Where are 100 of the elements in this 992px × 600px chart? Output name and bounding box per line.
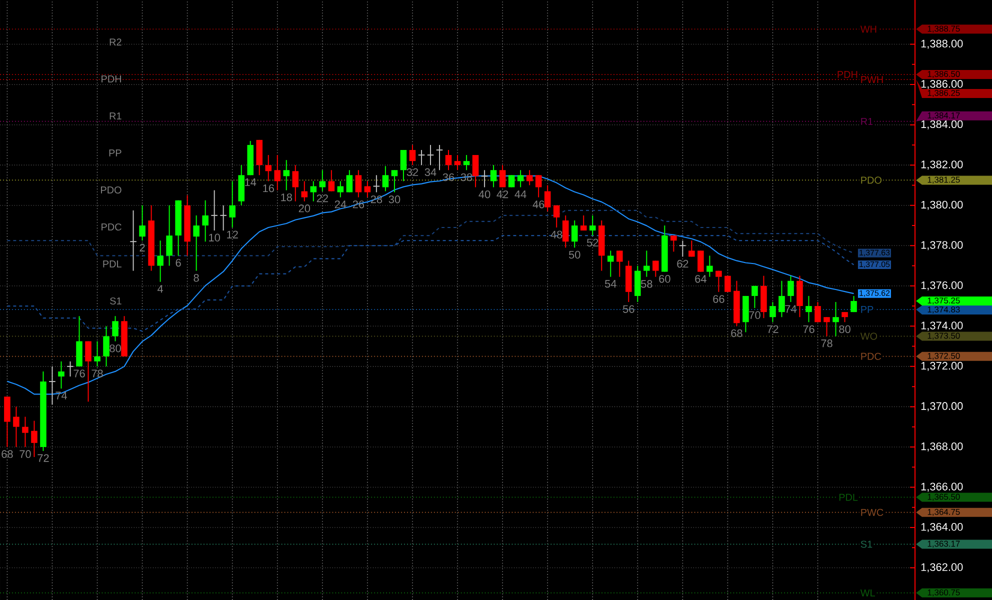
- text: WO: [860, 332, 878, 340]
- ref-line-label: 1,386.25: [928, 90, 960, 97]
- ref-line-label: 1,373.50: [928, 332, 960, 340]
- x-tick-label: 52: [586, 238, 598, 247]
- x-tick-label: 78: [821, 339, 832, 348]
- candlestick: [454, 154, 461, 171]
- candlestick: [480, 170, 488, 188]
- x-tick-label: 68: [731, 329, 742, 338]
- y-tick-label: 1,366.00: [921, 482, 963, 492]
- text: PDO: [861, 176, 882, 184]
- candlestick: [418, 149, 426, 166]
- candlestick: [806, 295, 812, 323]
- candlestick: [391, 170, 398, 193]
- candlestick: [643, 250, 650, 278]
- candlestick: [274, 154, 281, 191]
- candlestick: [22, 416, 28, 448]
- ref-line-label: 1,374.83: [928, 306, 960, 314]
- candlestick: [716, 270, 722, 292]
- candlestick: [346, 170, 353, 193]
- x-tick-label: 80: [839, 325, 850, 334]
- x-tick-label: 32: [406, 168, 418, 176]
- ref-line-label: 1,384.17: [928, 112, 960, 120]
- y-tick-label: 1,362.00: [921, 563, 963, 572]
- x-tick-label: 80: [110, 344, 121, 352]
- y-tick-label: 1,374.00: [921, 322, 963, 331]
- text: PP: [861, 306, 874, 313]
- candlestick: [553, 204, 560, 228]
- candlestick: [66, 360, 74, 377]
- annotation: S1: [110, 297, 122, 305]
- ref-line-label: 1,381.25: [928, 176, 960, 184]
- x-tick-label: 10: [209, 234, 220, 242]
- candlestick: [337, 180, 344, 198]
- candlestick: [372, 174, 380, 193]
- text: R1: [861, 118, 873, 125]
- candlestick: [571, 220, 578, 248]
- candlestick: [400, 149, 407, 182]
- x-tick-label: 76: [803, 325, 814, 334]
- candlestick: [13, 406, 20, 448]
- annotation: PDH: [102, 76, 121, 82]
- y-tick-label: 1,376.00: [921, 281, 963, 290]
- ref-line-label: 1,365.50: [928, 494, 960, 501]
- candlestick: [301, 180, 308, 202]
- ref-line-label: 1,360.75: [928, 589, 960, 596]
- candlestick: [526, 170, 533, 186]
- x-tick-label: 8: [194, 274, 199, 282]
- x-tick-label: 70: [20, 450, 31, 458]
- annotation: PDL: [839, 494, 858, 501]
- candlestick: [202, 200, 208, 242]
- candlestick: [562, 214, 569, 248]
- candlestick: [607, 250, 614, 278]
- x-tick-label: 46: [532, 200, 544, 208]
- x-tick-label: 24: [334, 200, 346, 208]
- x-tick-label: 70: [749, 311, 760, 319]
- candlestick: [490, 164, 497, 188]
- candlestick: [463, 154, 470, 171]
- x-tick-label: 74: [785, 305, 796, 313]
- text: 1,375.25: [928, 298, 960, 304]
- y-tick-label: 1,364.00: [921, 522, 963, 532]
- candlestick: [265, 154, 272, 182]
- text: S1: [860, 540, 872, 548]
- candlestick: [499, 164, 506, 188]
- x-tick-label: 60: [659, 275, 670, 283]
- candlestick: [409, 144, 416, 166]
- annotation: PDH: [838, 71, 858, 78]
- candlestick: [436, 144, 444, 171]
- x-tick-label: 72: [38, 454, 49, 462]
- candlestick: [616, 250, 623, 278]
- candlestick: [292, 164, 299, 202]
- x-tick-label: 74: [56, 392, 68, 400]
- candlestick: [688, 240, 695, 258]
- x-tick-label: 4: [158, 285, 164, 293]
- x-tick-label: 64: [695, 275, 706, 283]
- annotation: PDO: [101, 186, 122, 194]
- x-tick-label: 76: [74, 370, 85, 378]
- x-tick-label: 72: [767, 325, 778, 333]
- candlestick: [580, 214, 587, 232]
- candlestick: [382, 166, 389, 192]
- y-tick-label: 1,380.00: [921, 200, 963, 210]
- y-tick-label: 1,382.00: [921, 160, 963, 170]
- candlestick: [328, 170, 335, 192]
- annotation: PDC: [102, 223, 122, 231]
- annotation: PP: [109, 150, 122, 156]
- candlestick: [824, 316, 830, 337]
- candlestick: [472, 154, 479, 188]
- candlestick: [508, 174, 515, 188]
- candlestick: [652, 260, 659, 278]
- text: PWC: [861, 508, 884, 516]
- candlestick: [193, 214, 200, 272]
- y-tick-label: 1,370.00: [921, 402, 963, 412]
- text: PWH: [861, 76, 883, 83]
- y-tick-label: 1,368.00: [921, 442, 963, 452]
- candlestick: [788, 275, 794, 302]
- x-tick-label: 12: [227, 230, 238, 238]
- candlestick: [229, 180, 236, 228]
- candlestick: [724, 275, 731, 292]
- candlestick: [842, 312, 848, 323]
- candlestick: [814, 301, 821, 323]
- candlestick: [752, 285, 758, 309]
- ref-line-label: 1,363.17: [928, 540, 960, 548]
- candlestick: [426, 144, 434, 166]
